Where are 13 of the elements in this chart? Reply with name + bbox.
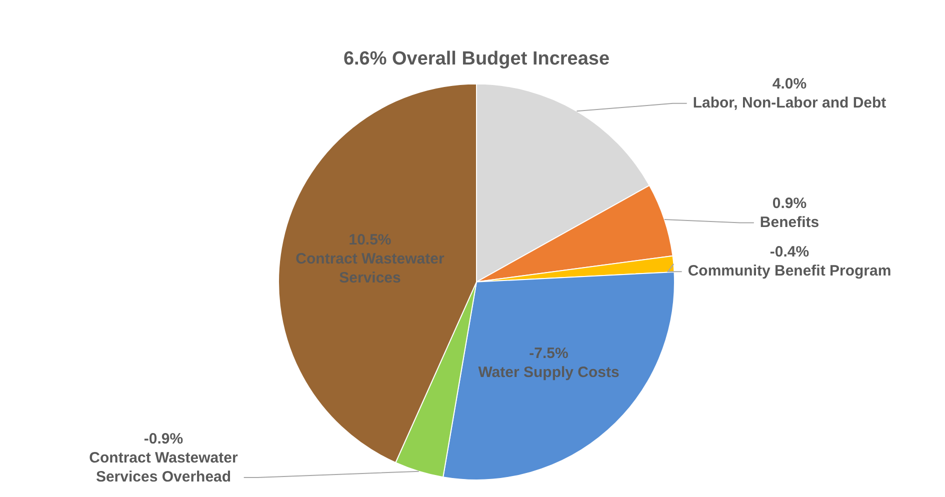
text: -7.5% xyxy=(529,345,568,362)
slice-label: Contract Wastewater Services Overhead xyxy=(89,450,238,486)
text: -0.9% xyxy=(144,430,184,448)
text: 0.9% xyxy=(772,194,807,212)
slice-label: Contract Wastewater Services xyxy=(296,250,444,286)
slice-label: Water Supply Costs xyxy=(478,364,620,381)
text: 4.0% xyxy=(772,76,807,93)
text: -0.4% xyxy=(770,244,810,261)
slice-label: Labor, Non-Labor and Debt xyxy=(692,94,886,112)
text: 10.5% xyxy=(348,231,392,248)
slice-label: Community Benefit Program xyxy=(688,262,892,280)
chart-title: 6.6% Overall Budget Increase xyxy=(343,48,610,70)
slice-label: Benefits xyxy=(760,214,820,231)
